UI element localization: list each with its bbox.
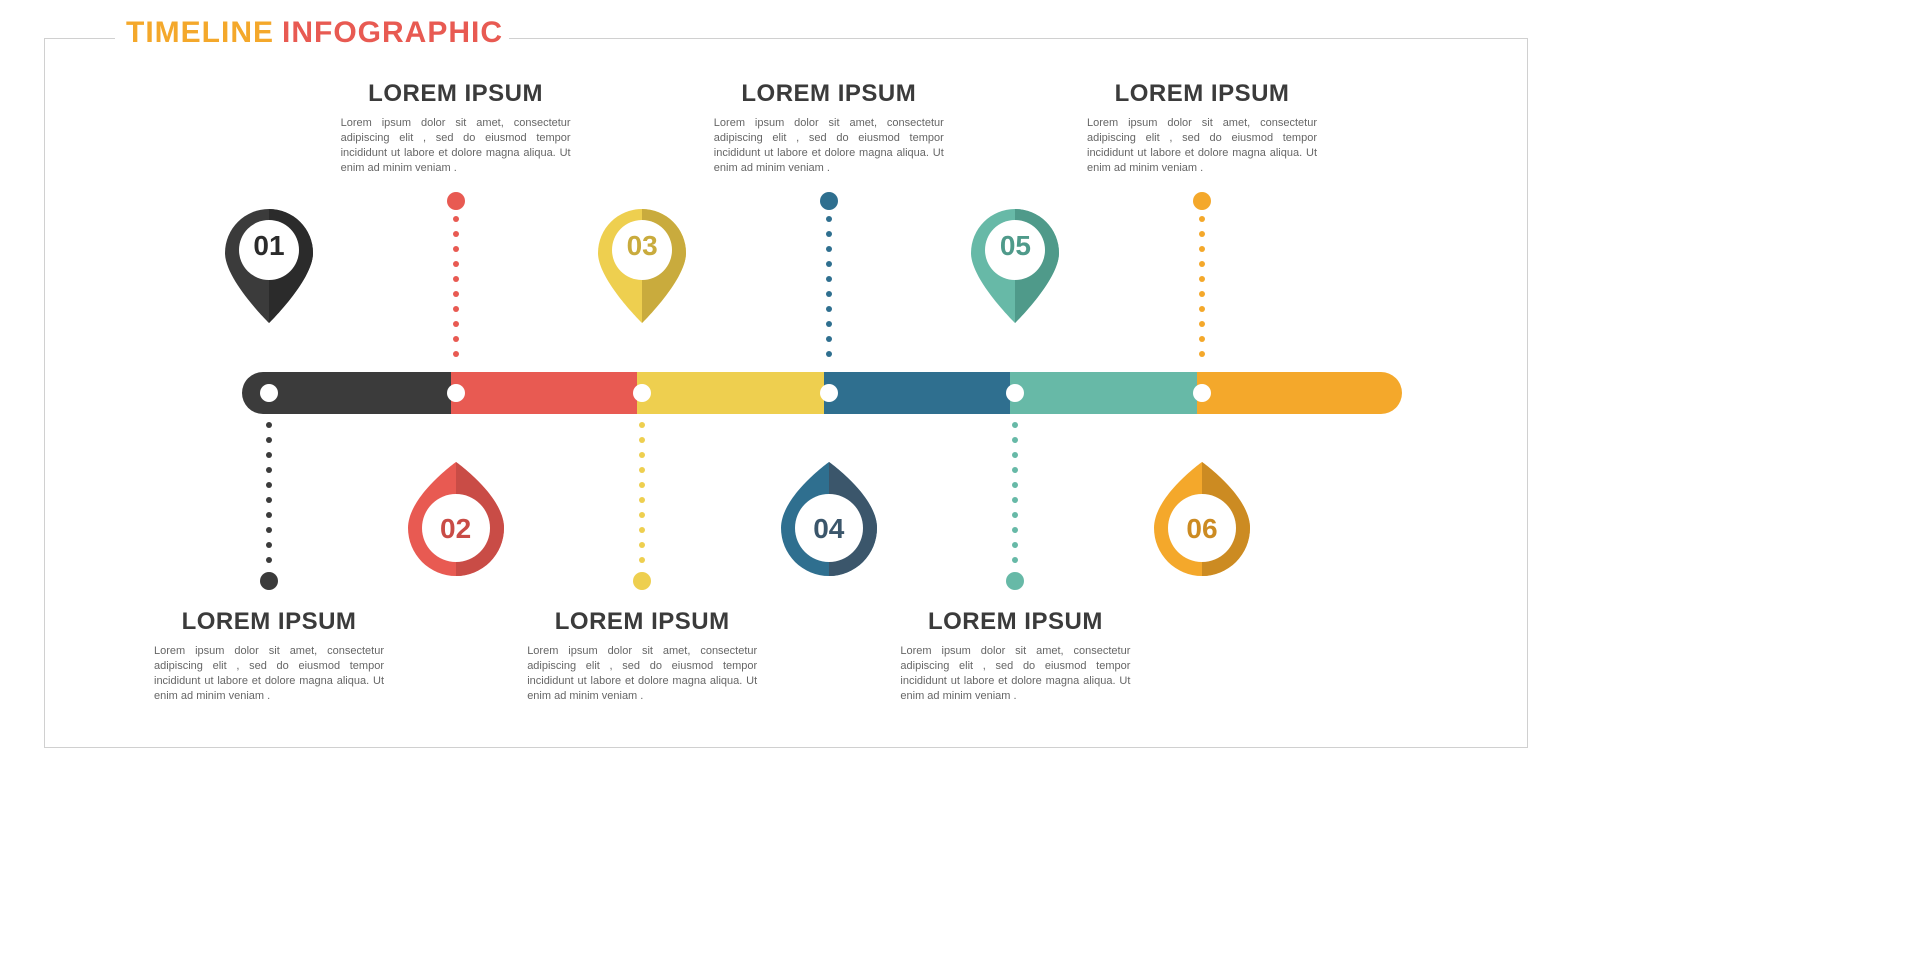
text-body-1: Lorem ipsum dolor sit amet, consectetur … [154,644,384,703]
connector-end-dot-6 [1193,192,1211,210]
text-block-6: LOREM IPSUM Lorem ipsum dolor sit amet, c… [1087,80,1317,175]
connector-end-dot-5 [1006,572,1024,590]
timeline-node-dot-6 [1193,384,1211,402]
text-block-2: LOREM IPSUM Lorem ipsum dolor sit amet, c… [341,80,571,175]
pin-number-3: 03 [595,230,689,262]
connector-end-dot-1 [260,572,278,590]
connector-dots-3 [639,422,645,563]
connector-dots-4 [826,216,832,357]
drop-number-4: 04 [769,456,889,576]
title-word-2: INFOGRAPHIC [282,16,503,49]
text-body-6: Lorem ipsum dolor sit amet, consectetur … [1087,116,1317,175]
text-heading-3: LOREM IPSUM [527,608,757,636]
connector-dots-5 [1012,422,1018,563]
pin-number-1: 01 [222,230,316,262]
page-title: TIMELINEINFOGRAPHIC [120,16,509,50]
timeline-node-dot-2 [447,384,465,402]
pin-number-5: 05 [968,230,1062,262]
pin-marker-1: 01 [222,206,316,326]
text-heading-5: LOREM IPSUM [900,608,1130,636]
text-heading-1: LOREM IPSUM [154,608,384,636]
text-block-1: LOREM IPSUM Lorem ipsum dolor sit amet, c… [154,608,384,703]
timeline-node-dot-1 [260,384,278,402]
connector-end-dot-3 [633,572,651,590]
drop-marker-4: 04 [769,456,889,576]
drop-marker-6: 06 [1142,456,1262,576]
text-block-5: LOREM IPSUM Lorem ipsum dolor sit amet, c… [900,608,1130,703]
text-body-4: Lorem ipsum dolor sit amet, consectetur … [714,116,944,175]
text-block-3: LOREM IPSUM Lorem ipsum dolor sit amet, c… [527,608,757,703]
title-word-1: TIMELINE [126,16,274,49]
connector-dots-1 [266,422,272,563]
text-body-2: Lorem ipsum dolor sit amet, consectetur … [341,116,571,175]
text-body-5: Lorem ipsum dolor sit amet, consectetur … [900,644,1130,703]
drop-number-6: 06 [1142,456,1262,576]
connector-dots-6 [1199,216,1205,357]
text-block-4: LOREM IPSUM Lorem ipsum dolor sit amet, c… [714,80,944,175]
drop-marker-2: 02 [396,456,516,576]
text-heading-6: LOREM IPSUM [1087,80,1317,108]
text-heading-4: LOREM IPSUM [714,80,944,108]
pin-marker-3: 03 [595,206,689,326]
connector-dots-2 [453,216,459,357]
connector-end-dot-4 [820,192,838,210]
connector-end-dot-2 [447,192,465,210]
drop-number-2: 02 [396,456,516,576]
timeline-stage: 01 LOREM IPSUM Lorem ipsum dolor sit amet,… [44,38,1528,748]
text-heading-2: LOREM IPSUM [341,80,571,108]
pin-marker-5: 05 [968,206,1062,326]
text-body-3: Lorem ipsum dolor sit amet, consectetur … [527,644,757,703]
timeline-node-dot-4 [820,384,838,402]
